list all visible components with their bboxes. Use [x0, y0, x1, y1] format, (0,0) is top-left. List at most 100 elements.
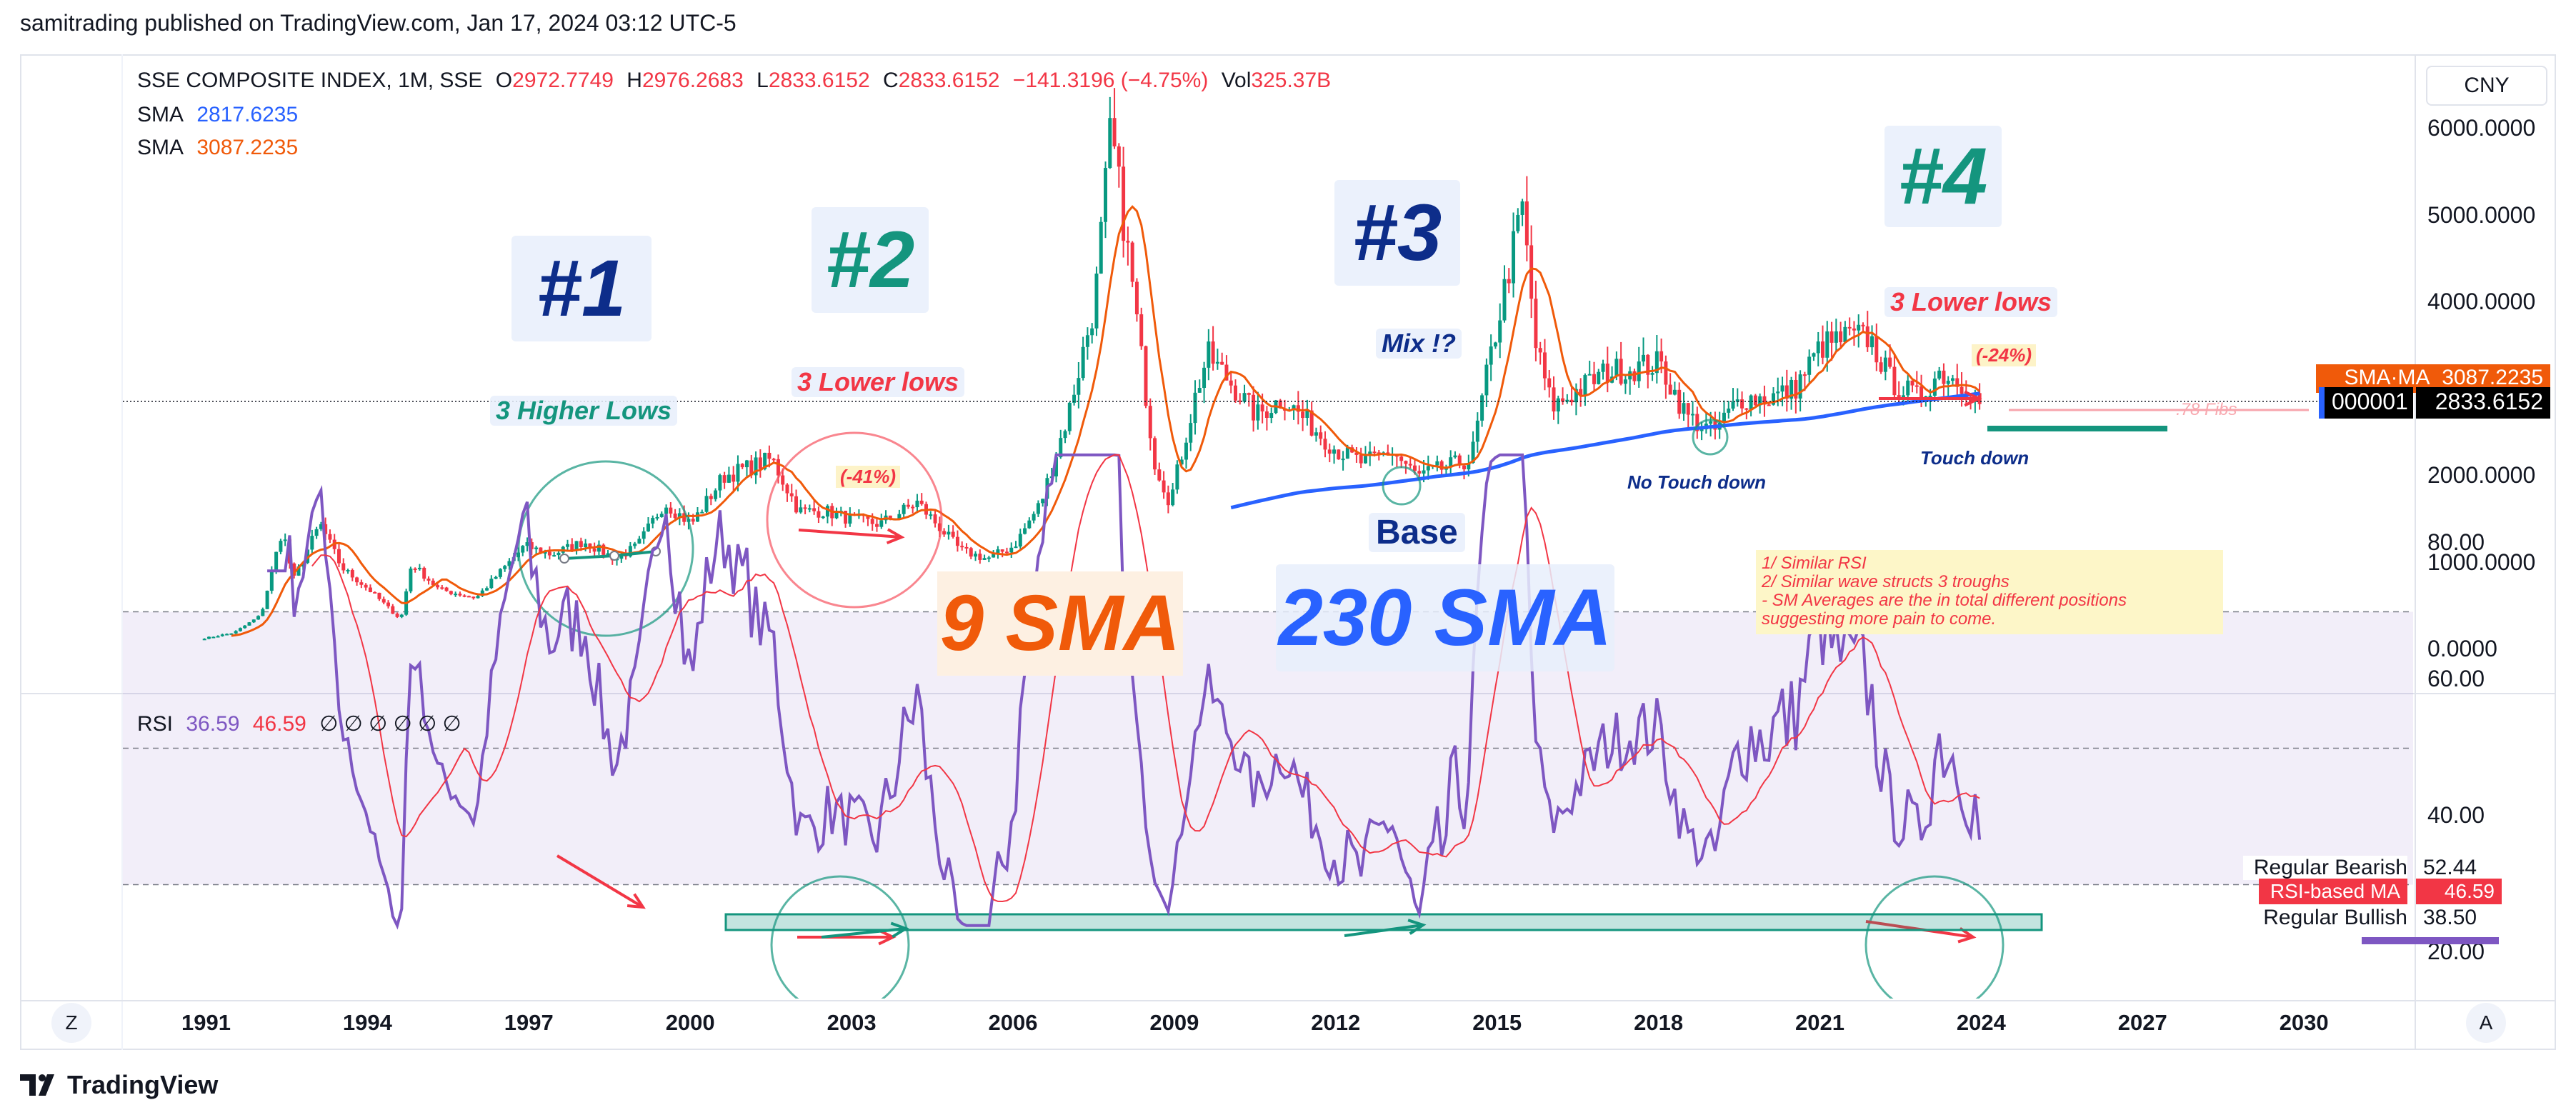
timezone-z-button[interactable]: Z [51, 1003, 91, 1043]
price-candle [529, 542, 534, 549]
price-candle [1462, 465, 1467, 470]
price-candle [1224, 364, 1229, 381]
price-candle [1749, 395, 1753, 410]
no-touch-label[interactable]: No Touch down [1627, 471, 1766, 493]
sma-fast-legend[interactable]: SMA 2817.6235 [137, 103, 305, 127]
price-candle [485, 588, 489, 591]
price-candle [373, 592, 377, 594]
price-candle [1269, 413, 1274, 418]
sma-slow-line [1230, 391, 1980, 510]
higher-lows-point [559, 554, 569, 564]
drop-41-label[interactable]: (-41%) [836, 466, 901, 488]
price-candle [202, 639, 206, 641]
touch-label[interactable]: Touch down [1920, 447, 2030, 469]
price-candle [1928, 395, 1932, 397]
price-candle [1524, 201, 1529, 246]
auto-scale-button[interactable]: A [2466, 1003, 2506, 1043]
price-candle [1784, 385, 1789, 399]
price-candle [1574, 389, 1578, 403]
price-candle [933, 514, 937, 524]
symbol-title[interactable]: SSE COMPOSITE INDEX, 1M, SSE [137, 69, 483, 92]
price-candle [359, 582, 364, 585]
sma9-label[interactable]: 9 SMA [937, 571, 1183, 676]
price-candle [1059, 438, 1063, 458]
price-candle [767, 452, 772, 459]
price-candle [319, 524, 323, 529]
rsi-ma-line [311, 454, 1980, 902]
sma-fast-line [231, 205, 1981, 637]
price-candle [1744, 408, 1749, 410]
price-candle [1852, 328, 1856, 331]
time-axis-label: 2030 [2279, 1010, 2329, 1035]
rsi-ma-tag-label: RSI-based MA [2259, 879, 2407, 904]
price-candle [633, 543, 637, 546]
higher-lows-label[interactable]: 3 Higher Lows [490, 396, 678, 426]
no-touch-circle [1692, 419, 1729, 456]
price-candle [1108, 118, 1112, 169]
price-candle [1247, 393, 1251, 395]
price-candle [848, 514, 852, 524]
price-candle [628, 546, 632, 556]
close-value: 2833.6152 [898, 69, 1000, 92]
price-candle [1561, 398, 1565, 402]
price-candle [1686, 403, 1690, 415]
price-candle [1919, 386, 1924, 400]
price-candle [480, 590, 484, 596]
chart-canvas[interactable] [123, 56, 2413, 999]
regular-bullish-label: Regular Bullish [2236, 906, 2407, 931]
rsi-legend[interactable]: RSI 36.59 46.59 ∅ ∅ ∅ ∅ ∅ ∅ [137, 711, 469, 736]
price-candle [1843, 326, 1847, 343]
drop-24-label[interactable]: (-24%) [1972, 344, 2037, 366]
tradingview-logo[interactable]: TradingView [20, 1070, 218, 1100]
price-candle [588, 543, 592, 549]
time-axis-label: 2018 [1634, 1010, 1684, 1035]
price-candle [534, 547, 539, 549]
price-candle [1597, 371, 1601, 384]
price-candle [462, 595, 466, 597]
price-candle [386, 602, 391, 606]
price-candle [776, 459, 780, 476]
mix-label[interactable]: Mix !? [1376, 329, 1462, 359]
price-candle [1067, 402, 1072, 431]
rsi-trough-circle-2 [1864, 875, 2005, 999]
price-candle [1426, 466, 1430, 471]
price-candle [1829, 331, 1834, 343]
price-candle [874, 524, 879, 527]
pane-divider[interactable] [20, 693, 2556, 694]
price-candle [1502, 279, 1507, 321]
price-candle [1955, 378, 1960, 387]
price-candle [1583, 375, 1587, 396]
price-candle [596, 544, 601, 552]
wave-label-4[interactable]: #4 [1884, 126, 2002, 227]
wave-label-3[interactable]: #3 [1334, 180, 1460, 286]
last-price-tag: 2833.6152 [2416, 387, 2550, 419]
base-label[interactable]: Base [1369, 513, 1465, 552]
price-axis-label: 2000.0000 [2427, 462, 2536, 488]
price-candle [1117, 146, 1121, 167]
analysis-note[interactable]: 1/ Similar RSI 2/ Similar wave structs 3… [1756, 550, 2223, 634]
price-candle [1063, 431, 1067, 439]
lower-lows-label-2[interactable]: 3 Lower lows [1884, 287, 2058, 317]
fibs-label[interactable]: .78 Fibs [2176, 400, 2237, 419]
wave-label-2[interactable]: #2 [812, 207, 929, 313]
price-candle [1668, 384, 1672, 395]
sma230-label[interactable]: 230 SMA [1276, 564, 1614, 671]
price-series-layer [123, 88, 2413, 641]
currency-button[interactable]: CNY [2426, 66, 2547, 106]
lower-lows-label-1[interactable]: 3 Lower lows [792, 367, 965, 397]
price-candle [1130, 242, 1134, 282]
wave-label-1[interactable]: #1 [511, 236, 652, 341]
price-candle [1422, 470, 1426, 474]
price-candle [682, 513, 687, 522]
price-candle [1865, 326, 1869, 348]
tradingview-logo-text: TradingView [67, 1070, 219, 1099]
price-candle [1798, 374, 1802, 399]
price-candle [1664, 361, 1668, 385]
lower-lows-arrow [798, 529, 902, 539]
price-candle [1345, 447, 1349, 459]
price-candle [1780, 385, 1784, 392]
high-value: 2976.2683 [641, 69, 744, 92]
rsi-axis-label: 80.00 [2427, 529, 2485, 555]
price-candle [821, 516, 825, 519]
sma-slow-legend[interactable]: SMA 3087.2235 [137, 136, 305, 160]
